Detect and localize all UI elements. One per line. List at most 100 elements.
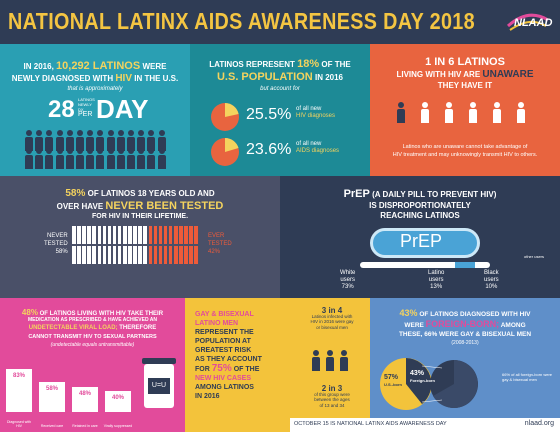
p8-foreignborn: 43% Foreign-born xyxy=(410,370,435,384)
p8-pie-label: 43% xyxy=(410,370,425,377)
test-bar xyxy=(92,226,96,244)
person-icon xyxy=(106,130,116,152)
test-bar xyxy=(163,246,168,264)
panel-undetectable: 48% OF LATINOS LIVING WITH HIV TAKE THEI… xyxy=(0,298,185,432)
pill-bottle-icon: U=U xyxy=(142,358,176,408)
prep-pill-icon xyxy=(370,228,480,258)
test-bar xyxy=(138,226,142,244)
test-bar xyxy=(87,246,91,264)
p1-hiv: HIV xyxy=(115,73,132,84)
p1-small: PER xyxy=(78,111,93,118)
prep-latino-segment xyxy=(455,262,475,268)
p6-text: (undetectable equals untransmittable) xyxy=(50,342,135,348)
panel-foreign-born: 43% OF LATINOS DIAGNOSED WITH HIV WERE F… xyxy=(370,298,560,432)
p7-text: AS THEY ACCOUNT xyxy=(195,356,262,363)
person-icon xyxy=(24,130,34,152)
p4-text: OVER HAVE xyxy=(56,202,104,211)
footer-url[interactable]: nlaad.org xyxy=(524,420,554,427)
test-bar xyxy=(123,246,127,264)
cascade-value: 48% xyxy=(78,391,91,397)
cascade-caption: Received care xyxy=(40,424,64,428)
test-bar xyxy=(148,226,152,244)
p7-text: GREATEST RISK xyxy=(195,347,252,354)
p7-text: GAY & BISEXUAL xyxy=(195,311,254,318)
test-bar xyxy=(123,226,127,244)
test-bar xyxy=(158,246,163,264)
cascade-value: 40% xyxy=(111,395,124,401)
p4-label: NEVER xyxy=(47,233,68,239)
panel-unaware: 1 IN 6 LATINOS LIVING WITH HIV ARE UNAWA… xyxy=(370,44,560,176)
test-bar xyxy=(174,226,178,244)
cascade-bar xyxy=(105,391,131,412)
test-bar xyxy=(189,246,193,264)
p4-label: 58% xyxy=(55,249,68,255)
p7-fact: or bisexual men xyxy=(316,324,348,330)
test-bar xyxy=(107,246,112,264)
test-bar xyxy=(112,226,117,244)
test-bar xyxy=(143,246,147,264)
p7-people-icon xyxy=(297,344,367,380)
prep-users-bar xyxy=(360,262,490,268)
p8-text: THESE, 66% WERE GAY & BISEXUAL MEN xyxy=(398,331,532,338)
p4-label: TESTED xyxy=(44,241,68,247)
p4-label: 42% xyxy=(208,249,221,255)
person-icon xyxy=(157,148,167,170)
p5-label: White xyxy=(340,270,356,276)
p1-count: 10,292 LATINOS xyxy=(56,60,141,72)
p4-text: OF LATINOS 18 YEARS OLD AND xyxy=(87,189,215,198)
p2-aids-desc: of all new AIDS diagnoses xyxy=(296,141,339,155)
test-bar xyxy=(153,226,158,244)
cascade-bar xyxy=(6,369,32,412)
p8-usborn: 57% U.S.-born xyxy=(384,374,402,388)
p1-text: IN 2016, xyxy=(23,62,54,71)
panel-never-tested: 58% OF LATINOS 18 YEARS OLD AND OVER HAV… xyxy=(0,176,280,298)
test-bar xyxy=(168,226,173,244)
p7-fact: Latinos infected with xyxy=(311,313,353,319)
logo-text: NLAAD xyxy=(514,17,553,29)
test-bar xyxy=(189,226,193,244)
prep-pill-label: PrEP xyxy=(400,231,443,251)
person-icon xyxy=(85,148,95,170)
p5-text: REACHING LATINOS xyxy=(380,211,460,220)
p5-black: Black users 10% xyxy=(484,270,499,291)
p2-text: OF THE xyxy=(321,60,351,69)
p6-text: OF LATINOS LIVING WITH HIV TAKE THEIR xyxy=(39,311,164,317)
person-icon xyxy=(468,102,478,124)
p8-text: (2008-2013) xyxy=(451,340,479,346)
p2-text: LATINOS REPRESENT xyxy=(209,60,295,69)
p2-aids-value: 23.6% xyxy=(246,141,292,158)
person-icon xyxy=(106,148,116,170)
person-icon xyxy=(55,130,65,152)
p5-prep: PrEP xyxy=(343,188,370,200)
p6-text: MEDICATION AS PRESCRIBED & HAVE ACHIEVED… xyxy=(28,317,157,323)
cascade-bar xyxy=(39,382,65,412)
uu-label: U=U xyxy=(148,378,170,394)
cascade-caption: Virally suppressed xyxy=(103,424,133,428)
person-icon xyxy=(44,148,54,170)
test-bar xyxy=(133,226,137,244)
person-icon xyxy=(95,148,105,170)
p1-text: IN THE U.S. xyxy=(134,74,179,83)
pie-hiv-icon xyxy=(211,103,239,131)
p7-text: POPULATION AT xyxy=(195,338,251,345)
panel-new-diagnoses: IN 2016, 10,292 LATINOS WERE NEWLY DIAGN… xyxy=(0,44,190,176)
p6-text: CANNOT TRANSMIT HIV TO SEXUAL PARTNERS xyxy=(28,334,157,340)
nlaad-logo: NLAAD xyxy=(506,10,553,32)
test-bar xyxy=(92,246,96,264)
person-icon xyxy=(24,148,34,170)
test-bar xyxy=(179,246,183,264)
test-bar xyxy=(194,226,198,244)
p5-text: IS DISPROPORTIONATELY xyxy=(369,201,471,210)
test-bar xyxy=(117,246,122,264)
person-icon xyxy=(126,130,136,152)
p7-text: IN 2016 xyxy=(195,393,220,400)
p7-text: NEW HIV CASES xyxy=(195,375,252,382)
p7-fact: of this group were xyxy=(314,391,350,397)
p7-fact: between the ages xyxy=(314,397,350,402)
p2-desc: AIDS diagnoses xyxy=(296,148,340,154)
person-icon xyxy=(44,130,54,152)
person-icon xyxy=(444,102,454,124)
person-icon xyxy=(65,148,75,170)
p5-latino: Latino users 13% xyxy=(428,270,444,291)
p6-text: THEREFORE xyxy=(119,325,157,331)
